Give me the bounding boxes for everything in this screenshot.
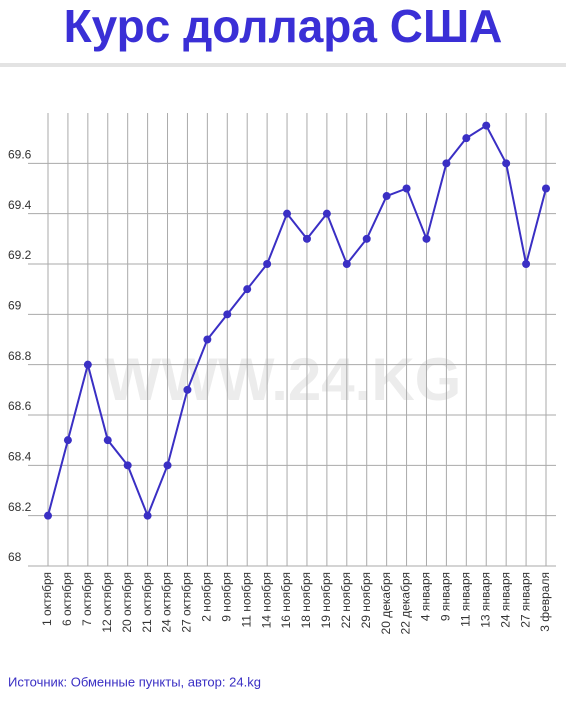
point [283, 209, 292, 218]
point [263, 260, 272, 268]
y-tick-label: 68.6 [8, 399, 32, 413]
watermark: WWW.24.KG [105, 346, 462, 413]
x-tick-label: 14 ноября [259, 572, 273, 628]
y-tick-label: 68.8 [8, 349, 32, 363]
x-tick-label: 24 января [498, 572, 512, 628]
x-tick-label: 18 ноября [299, 572, 313, 628]
x-tick-label: 22 ноября [339, 572, 353, 628]
x-tick-label: 20 октября [120, 572, 134, 633]
point [542, 184, 550, 193]
source: Источник: Обменные пункты, автор: 24.kg [8, 674, 261, 689]
x-tick-label: 4 января [419, 572, 433, 621]
point [243, 285, 252, 294]
x-tick-label: 2 ноября [200, 572, 214, 622]
point [302, 234, 311, 243]
x-tick-label: 22 декабря [399, 572, 413, 634]
x-tick-label: 27 октября [180, 572, 194, 633]
x-tick-label: 9 января [439, 572, 453, 621]
point [322, 209, 331, 218]
point [442, 159, 451, 168]
y-tick-label: 69.4 [8, 198, 32, 212]
title-rule [0, 63, 566, 67]
x-tick-label: 11 ноября [239, 572, 253, 628]
x-tick-label: 6 октября [60, 572, 74, 626]
line [47, 124, 547, 519]
x-tick-label: 27 января [518, 572, 532, 628]
point [123, 461, 132, 470]
x-tick-label: 16 ноября [279, 572, 293, 628]
y-tick-label: 68 [8, 550, 22, 564]
point [44, 511, 52, 520]
point [163, 461, 172, 470]
x-tick-label: 3 февраля [538, 572, 552, 632]
chart-title: Курс доллара США [64, 0, 503, 52]
point [382, 192, 391, 201]
point [342, 260, 351, 268]
point [482, 121, 491, 130]
point [522, 260, 531, 268]
x-tick-label: 20 декабря [379, 572, 393, 634]
point [203, 335, 212, 344]
y-tick-label: 69 [8, 299, 22, 313]
y-tick-label: 68.4 [8, 450, 32, 464]
x-tick-label: 9 ноября [219, 572, 233, 622]
x-tick-label: 12 октября [100, 572, 114, 633]
point [462, 134, 471, 143]
point [143, 511, 152, 520]
x-tick-label: 13 января [478, 572, 492, 628]
point [83, 360, 92, 369]
point [402, 184, 411, 193]
y-tick-label: 68.2 [8, 500, 32, 514]
x-tick-label: 1 октября [40, 572, 54, 626]
point [63, 436, 72, 445]
x-tick-label: 24 октября [160, 572, 174, 633]
point [362, 234, 371, 243]
point [183, 385, 192, 394]
x-tick-label: 11 января [458, 572, 472, 627]
point [223, 310, 232, 319]
x-tick-label: 19 ноября [319, 572, 333, 628]
point [422, 234, 431, 243]
point [103, 436, 112, 445]
x-tick-label: 21 октября [140, 572, 154, 633]
y-tick-label: 69.2 [8, 248, 32, 262]
x-tick-label: 29 ноября [359, 572, 373, 628]
y-tick-label: 69.6 [8, 148, 32, 162]
x-tick-label: 7 октября [80, 572, 94, 626]
point [502, 159, 511, 168]
